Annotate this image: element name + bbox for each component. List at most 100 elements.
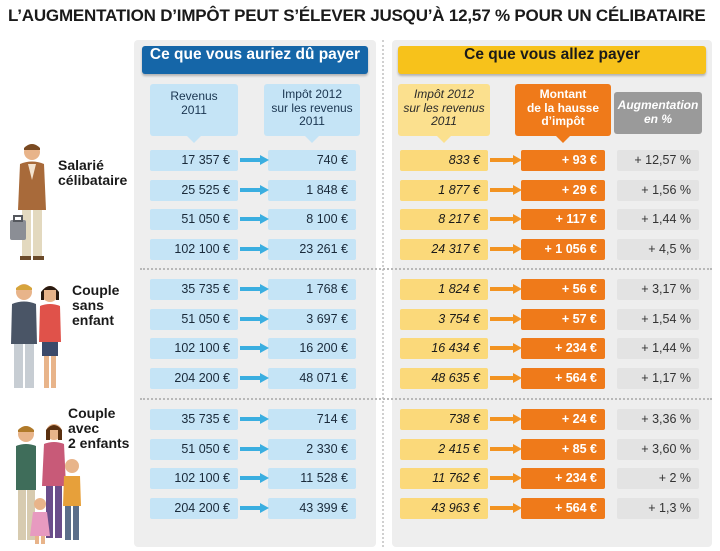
revenus-cell: 204 200 € [150,368,238,389]
impot-old-cell: 43 399 € [268,498,356,519]
arrow-right-icon [240,244,269,254]
augmentation-cell: + 1,17 % [617,368,699,389]
impot-old-cell: 11 528 € [268,468,356,489]
colhead-impot-new: Impôt 2012 sur les revenus 2011 [398,84,490,143]
revenus-cell: 35 735 € [150,409,238,430]
arrow-right-orange-icon [490,314,522,324]
header-will-pay: Ce que vous allez payer [398,46,706,74]
impot-new-cell: 16 434 € [400,338,488,359]
arrow-right-icon [240,185,269,195]
revenus-cell: 102 100 € [150,239,238,260]
hausse-cell: + 234 € [521,338,605,359]
arrow-right-orange-icon [490,185,522,195]
revenus-cell: 17 357 € [150,150,238,171]
group-divider [140,398,712,400]
arrow-right-icon [240,284,269,294]
impot-new-cell: 43 963 € [400,498,488,519]
arrow-right-orange-icon [490,155,522,165]
family-icon [16,424,81,544]
augmentation-cell: + 3,17 % [617,279,699,300]
impot-old-cell: 714 € [268,409,356,430]
revenus-cell: 51 050 € [150,309,238,330]
arrow-right-orange-icon [490,503,522,513]
impot-new-cell: 833 € [400,150,488,171]
arrow-right-orange-icon [490,473,522,483]
revenus-cell: 25 525 € [150,180,238,201]
hausse-cell: + 29 € [521,180,605,201]
augmentation-cell: + 1,3 % [617,498,699,519]
single-worker-icon [10,144,46,260]
revenus-cell: 102 100 € [150,338,238,359]
arrow-right-icon [240,473,269,483]
impot-new-cell: 3 754 € [400,309,488,330]
hausse-cell: + 85 € [521,439,605,460]
header-should-have-paid: Ce que vous auriez dû payer [142,46,368,74]
impot-old-cell: 48 071 € [268,368,356,389]
revenus-cell: 102 100 € [150,468,238,489]
group-divider [140,268,712,270]
impot-old-cell: 23 261 € [268,239,356,260]
arrow-right-icon [240,314,269,324]
hausse-cell: + 564 € [521,368,605,389]
hausse-cell: + 234 € [521,468,605,489]
impot-old-cell: 1 768 € [268,279,356,300]
arrow-right-icon [240,373,269,383]
augmentation-cell: + 4,5 % [617,239,699,260]
impot-new-cell: 2 415 € [400,439,488,460]
impot-new-cell: 1 824 € [400,279,488,300]
impot-new-cell: 1 877 € [400,180,488,201]
arrow-right-orange-icon [490,373,522,383]
hausse-cell: + 93 € [521,150,605,171]
hausse-cell: + 56 € [521,279,605,300]
arrow-right-orange-icon [490,244,522,254]
augmentation-cell: + 1,56 % [617,180,699,201]
augmentation-cell: + 1,44 % [617,209,699,230]
augmentation-cell: + 1,44 % [617,338,699,359]
revenus-cell: 204 200 € [150,498,238,519]
category-label-family: Couple avec 2 enfants [68,405,130,451]
impot-new-cell: 48 635 € [400,368,488,389]
colhead-revenus: Revenus 2011 [150,84,238,143]
page-title: L’AUGMENTATION D’IMPÔT PEUT S’ÉLEVER JUS… [8,6,706,25]
category-label-single: Salarié célibataire [58,157,128,188]
impot-old-cell: 16 200 € [268,338,356,359]
arrow-right-icon [240,343,269,353]
arrow-right-orange-icon [490,414,522,424]
colhead-augmentation: Augmentation en % [614,92,702,134]
augmentation-cell: + 2 % [617,468,699,489]
hausse-cell: + 564 € [521,498,605,519]
revenus-cell: 35 735 € [150,279,238,300]
impot-old-cell: 3 697 € [268,309,356,330]
hausse-cell: + 1 056 € [521,239,605,260]
impot-new-cell: 8 217 € [400,209,488,230]
colhead-impot-old: Impôt 2012 sur les revenus 2011 [264,84,360,143]
hausse-cell: + 57 € [521,309,605,330]
impot-old-cell: 2 330 € [268,439,356,460]
arrow-right-orange-icon [490,444,522,454]
category-label-couple: Couple sans enfant [72,282,120,328]
augmentation-cell: + 12,57 % [617,150,699,171]
arrow-right-icon [240,414,269,424]
revenus-cell: 51 050 € [150,209,238,230]
arrow-right-icon [240,503,269,513]
impot-new-cell: 24 317 € [400,239,488,260]
arrow-right-icon [240,444,269,454]
augmentation-cell: + 1,54 % [617,309,699,330]
impot-new-cell: 11 762 € [400,468,488,489]
augmentation-cell: + 3,36 % [617,409,699,430]
colhead-hausse: Montant de la hausse d’impôt [515,84,611,143]
arrow-right-icon [240,214,269,224]
impot-old-cell: 8 100 € [268,209,356,230]
arrow-right-orange-icon [490,343,522,353]
panel-separator [382,40,384,547]
augmentation-cell: + 3,60 % [617,439,699,460]
hausse-cell: + 117 € [521,209,605,230]
hausse-cell: + 24 € [521,409,605,430]
impot-old-cell: 1 848 € [268,180,356,201]
arrow-right-orange-icon [490,284,522,294]
arrow-right-orange-icon [490,214,522,224]
revenus-cell: 51 050 € [150,439,238,460]
arrow-right-icon [240,155,269,165]
impot-new-cell: 738 € [400,409,488,430]
